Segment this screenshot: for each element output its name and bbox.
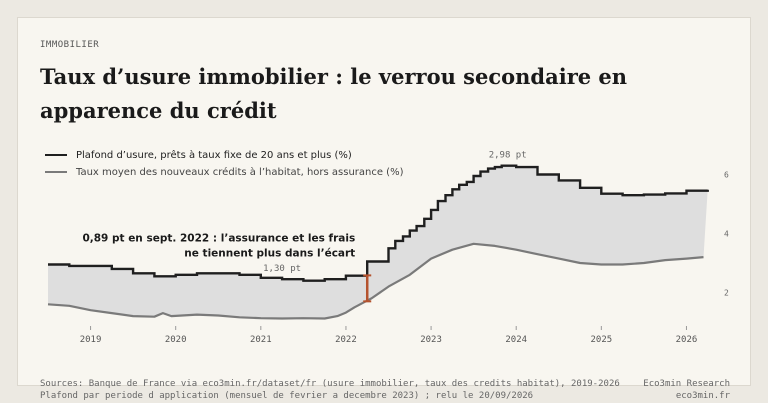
brand-name: Eco3min Research: [643, 379, 730, 389]
x-tick-label: 2020: [165, 335, 187, 345]
y-tick-label: 6: [724, 171, 729, 180]
x-tick-label: 2021: [250, 335, 272, 345]
legend-label-average: Taux moyen des nouveaux crédits à l’habi…: [76, 166, 404, 178]
legend-item-average: Taux moyen des nouveaux crédits à l’habi…: [45, 165, 404, 179]
callout-text-line-1: 0,89 pt en sept. 2022 : l’assurance et l…: [82, 232, 355, 244]
brand-site: eco3min.fr: [675, 391, 730, 401]
source-line-1: Sources: Banque de France via eco3min.fr…: [40, 379, 620, 389]
legend-label-ceiling: Plafond d’usure, prêts à taux fixe de 20…: [76, 149, 352, 161]
legend-swatch-ceiling: [45, 154, 67, 156]
x-tick-label: 2024: [505, 335, 527, 345]
x-tick-label: 2026: [676, 335, 698, 345]
x-tick-label: 2025: [590, 335, 612, 345]
legend-item-ceiling: Plafond d’usure, prêts à taux fixe de 20…: [45, 148, 352, 162]
gap-annotation: 1,30 pt: [263, 264, 301, 274]
y-tick-label: 2: [724, 289, 729, 298]
footer-brand: Eco3min Research eco3min.fr: [643, 378, 730, 402]
chart-title: Taux d’usure immobilier : le verrou seco…: [40, 64, 628, 123]
x-tick-label: 2022: [335, 335, 357, 345]
legend-swatch-average: [45, 171, 67, 173]
y-tick-label: 4: [724, 230, 729, 239]
x-tick-label: 2023: [420, 335, 442, 345]
source-line-2: Plafond par periode d application (mensu…: [40, 391, 534, 401]
series-line-average: [47, 242, 704, 320]
callout-text-line-2: ne tiennent plus dans l’écart: [184, 247, 355, 259]
gap-annotation: 2,98 pt: [489, 151, 527, 161]
series-line-ceiling: [48, 164, 709, 282]
gap-area: [48, 165, 708, 319]
section-kicker: IMMOBILIER: [40, 40, 100, 50]
x-tick-label: 2019: [80, 335, 102, 345]
footer: Sources: Banque de France via eco3min.fr…: [40, 378, 730, 402]
